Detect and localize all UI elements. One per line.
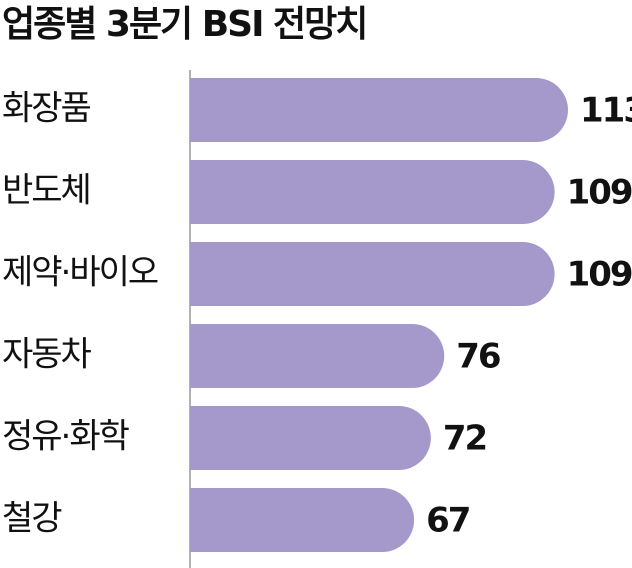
value-label: 109 <box>567 173 632 213</box>
bar <box>190 160 555 224</box>
category-label: 화장품 <box>2 89 91 129</box>
chart-title: 업종별 3분기 BSI 전망치 <box>2 4 366 45</box>
category-label: 제약·바이오 <box>2 253 158 293</box>
bar <box>190 488 415 552</box>
category-label: 철강 <box>2 499 62 539</box>
value-label: 72 <box>443 419 486 459</box>
bar <box>190 78 568 142</box>
value-label: 113 <box>580 91 632 131</box>
category-label: 자동차 <box>2 335 92 375</box>
bar <box>190 324 445 388</box>
category-label: 정유·화학 <box>2 417 130 457</box>
bar <box>190 406 431 470</box>
category-label: 반도체 <box>2 171 90 211</box>
value-label: 76 <box>456 337 500 377</box>
value-label: 109 <box>567 255 632 295</box>
value-label: 67 <box>426 501 469 541</box>
bar <box>190 242 555 306</box>
